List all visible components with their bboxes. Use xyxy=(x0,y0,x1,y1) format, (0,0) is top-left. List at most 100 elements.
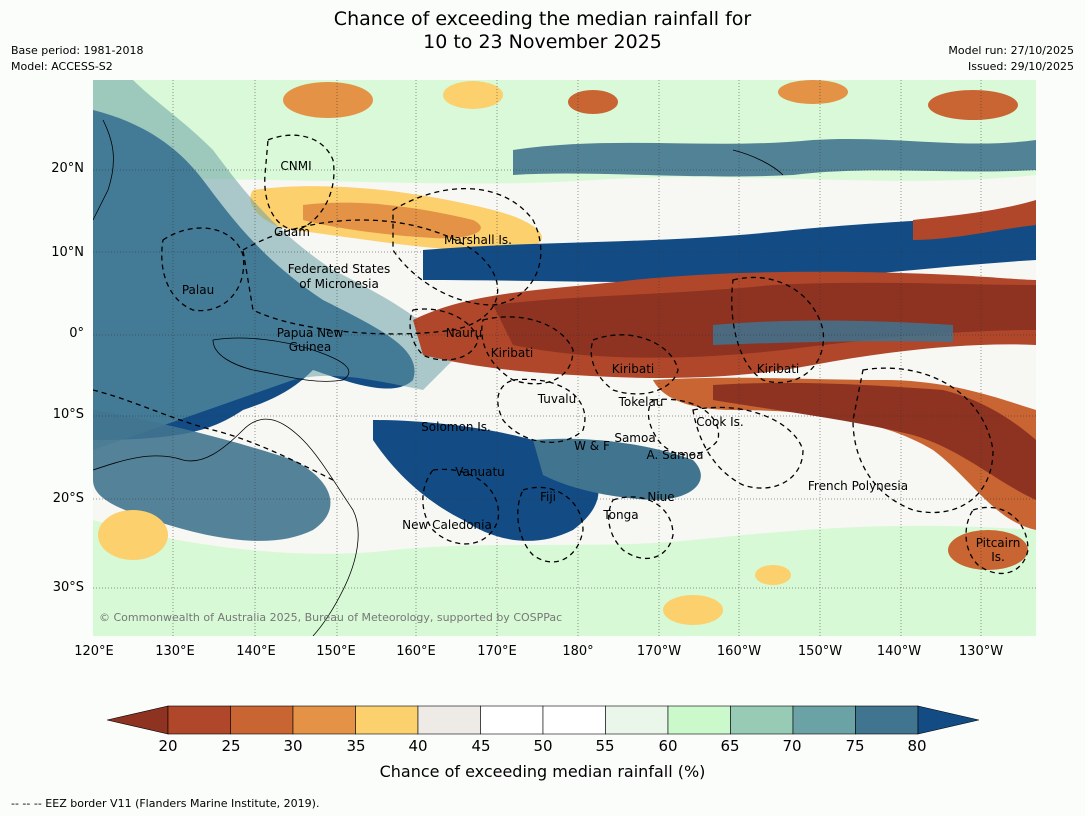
label-palau: Palau xyxy=(181,283,215,297)
label-pitcairn-line1: Pitcairn xyxy=(975,536,1021,550)
dry-north-5 xyxy=(928,90,1018,120)
lon-tick-130e: 130°E xyxy=(155,644,195,659)
dry-south-3 xyxy=(755,565,791,585)
lon-tick-140w: 140°W xyxy=(876,644,922,659)
dry-14n-east xyxy=(913,200,1036,240)
label-solomon: Solomon Is. xyxy=(421,420,491,434)
lon-tick-150w: 150°W xyxy=(797,644,843,659)
label-vanuatu: Vanuatu xyxy=(455,465,505,479)
label-tuvalu: Tuvalu xyxy=(537,392,577,406)
label-wf: W & F xyxy=(574,439,610,453)
colorbar-segment xyxy=(542,705,606,735)
dry-north-3 xyxy=(568,90,618,114)
label-nauru: Nauru xyxy=(445,326,483,340)
colorbar-tick: 75 xyxy=(845,737,865,755)
colorbar-tick: 30 xyxy=(283,737,303,755)
model-run: Model run: 27/10/2025 xyxy=(948,44,1074,57)
label-pitcairn-line2: Is. xyxy=(991,550,1005,564)
lon-tick-160w: 160°W xyxy=(716,644,762,659)
label-guam: Guam xyxy=(274,225,310,239)
meta-right: Model run: 27/10/2025 Issued: 29/10/2025 xyxy=(948,43,1074,75)
copyright-notice: © Commonwealth of Australia 2025, Bureau… xyxy=(99,611,563,624)
graticule xyxy=(93,80,1036,636)
model-name: Model: ACCESS-S2 xyxy=(11,60,113,73)
lon-tick-150e: 150°E xyxy=(316,644,356,659)
lon-tick-160e: 160°E xyxy=(396,644,436,659)
colorbar-tick: 35 xyxy=(346,737,366,755)
lat-tick-10s: 10°S xyxy=(52,407,84,422)
base-period: Base period: 1981-2018 xyxy=(11,44,144,57)
label-niue: Niue xyxy=(647,490,675,504)
dry-south-1 xyxy=(98,510,168,560)
wet-west-halo xyxy=(93,80,453,450)
colorbar-segment xyxy=(855,705,919,735)
label-kiribati-west: Kiribati xyxy=(490,346,534,360)
map-title-line2: 10 to 23 November 2025 xyxy=(423,31,662,53)
colorbar-segment xyxy=(480,705,544,735)
lon-tick-170e: 170°E xyxy=(477,644,517,659)
lon-tick-130w: 130°W xyxy=(958,644,1004,659)
dry-equatorial-core xyxy=(493,282,1036,358)
colorbar-segment xyxy=(167,705,231,735)
colorbar-tick: 60 xyxy=(658,737,678,755)
label-american-samoa: A. Samoa xyxy=(646,448,704,462)
dry-north-2 xyxy=(443,81,503,109)
lon-tick-170w: 170°W xyxy=(636,644,682,659)
label-tonga: Tonga xyxy=(603,508,639,522)
colorbar-label: Chance of exceeding median rainfall (%) xyxy=(379,762,706,781)
map-layers xyxy=(93,80,1036,636)
lon-tick-120e: 120°E xyxy=(74,644,114,659)
colorbar-tick: 40 xyxy=(408,737,428,755)
label-samoa: Samoa xyxy=(614,431,656,445)
lat-tick-0: 0° xyxy=(69,326,84,341)
label-png-line1: Papua New xyxy=(276,326,344,340)
map-title-line1: Chance of exceeding the median rainfall … xyxy=(333,8,752,30)
meta-left: Base period: 1981-2018 Model: ACCESS-S2 xyxy=(11,43,143,75)
colorbar-tick: 55 xyxy=(595,737,615,755)
green-south xyxy=(93,520,1036,636)
colorbar-tick: 45 xyxy=(471,737,491,755)
colorbar-segment xyxy=(230,705,294,735)
lat-tick-20s: 20°S xyxy=(52,491,84,506)
lon-tick-140e: 140°E xyxy=(236,644,276,659)
label-kiribati-east: Kiribati xyxy=(756,362,800,376)
dry-south-2 xyxy=(663,595,723,625)
wet-fiji xyxy=(533,438,701,500)
label-kiribati-central: Kiribati xyxy=(611,362,655,376)
lat-tick-20n: 20°N xyxy=(51,161,84,176)
wet-band-north xyxy=(513,138,1036,177)
coastlines xyxy=(93,119,784,636)
eez-footnote: -- -- -- EEZ border V11 (Flanders Marine… xyxy=(11,797,320,810)
colorbar-tick: 25 xyxy=(221,737,241,755)
colorbar-tick: 70 xyxy=(782,737,802,755)
label-cook: Cook Is. xyxy=(696,415,744,429)
eez-borders xyxy=(93,134,1029,574)
lat-tick-30s: 30°S xyxy=(52,580,84,595)
colorbar xyxy=(107,705,979,735)
colorbar-tick: 20 xyxy=(158,737,178,755)
colorbar-segment xyxy=(730,705,794,735)
dry-southeast-core xyxy=(713,382,1036,500)
colorbar-segment xyxy=(292,705,356,735)
dry-north-1 xyxy=(283,82,373,118)
colorbar-tick: 65 xyxy=(720,737,740,755)
lat-tick-10n: 10°N xyxy=(51,245,84,260)
rainfall-map: © Commonwealth of Australia 2025, Bureau… xyxy=(93,80,1036,636)
colorbar-segment xyxy=(355,705,419,735)
issued-date: Issued: 29/10/2025 xyxy=(967,60,1074,73)
label-fiji: Fiji xyxy=(539,490,557,504)
label-french-polynesia: French Polynesia xyxy=(807,479,909,493)
colorbar-segment xyxy=(605,705,669,735)
colorbar-arrow-low xyxy=(107,705,169,735)
label-png-line2: Guinea xyxy=(288,340,332,354)
dry-guam-core xyxy=(303,202,481,239)
lon-tick-180: 180° xyxy=(562,644,594,659)
wet-coral-sea xyxy=(93,410,331,541)
colorbar-segment xyxy=(417,705,481,735)
colorbar-tick: 50 xyxy=(533,737,553,755)
label-new-caledonia: New Caledonia xyxy=(402,518,492,532)
colorbar-segment xyxy=(792,705,856,735)
dry-south-4 xyxy=(948,530,1028,570)
label-fsm-line2: of Micronesia xyxy=(299,277,379,291)
wet-band-8n xyxy=(423,210,1036,283)
